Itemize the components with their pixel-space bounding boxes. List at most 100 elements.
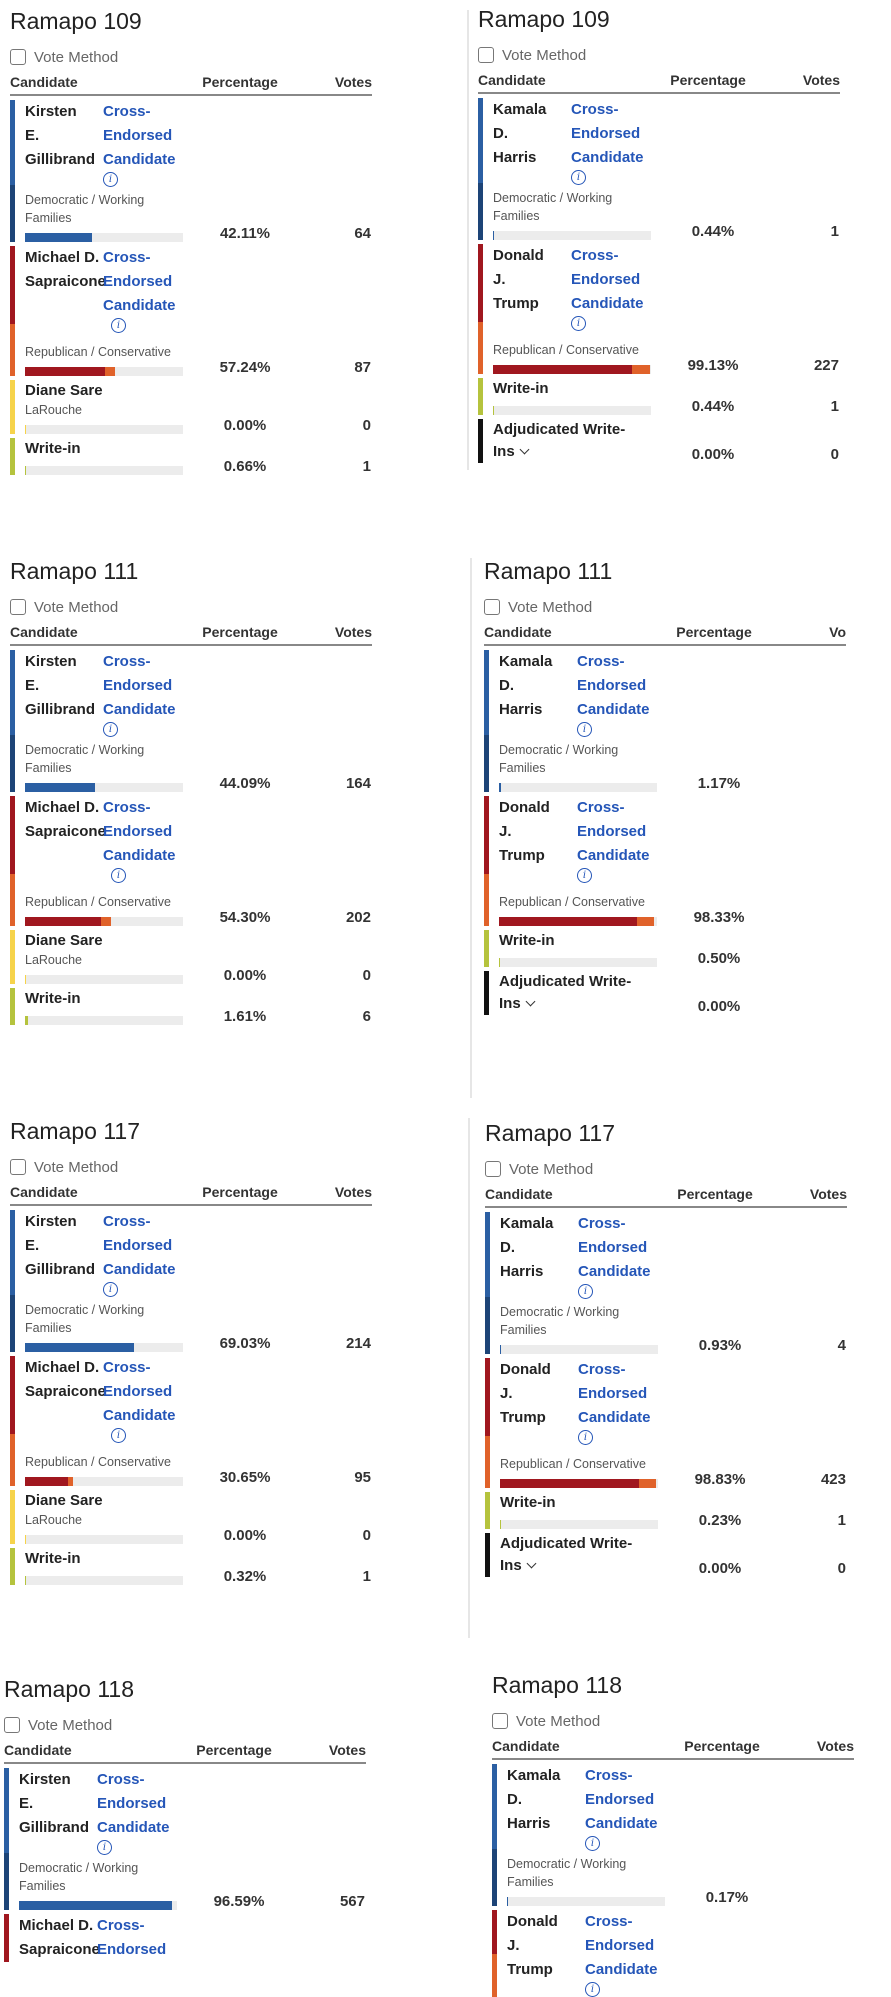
cross-endorsed-link[interactable]: Cross- Endorsed Candidate i xyxy=(578,1358,651,1445)
cross-endorsed-link[interactable]: Cross- Endorsed Candidate i xyxy=(571,244,644,331)
cross-endorsed-link[interactable]: Cross- Endorsed Candidate i xyxy=(103,1210,176,1297)
cross-endorsed-link[interactable]: Cross- Endorsed xyxy=(97,1914,166,1962)
info-icon[interactable]: i xyxy=(111,1428,126,1443)
vote-method-checkbox[interactable] xyxy=(492,1713,508,1729)
cross-endorsed-link[interactable]: Cross- Endorsed Candidate i xyxy=(103,650,176,737)
vote-method-toggle[interactable]: Vote Method xyxy=(10,594,480,620)
votes-value: 227 xyxy=(813,357,839,374)
votes-value: 1 xyxy=(837,1512,846,1529)
cross-endorsed-line: Candidate i xyxy=(103,151,176,187)
vote-method-checkbox[interactable] xyxy=(478,47,494,63)
info-icon[interactable]: i xyxy=(103,172,118,187)
cross-endorsed-line: Candidate i xyxy=(103,701,176,737)
cross-endorsed-link[interactable]: Cross- Endorsed Candidate i xyxy=(97,1768,170,1855)
adjudicated-write-ins-label: Adjudicated Write- xyxy=(500,1535,633,1552)
party-color-stripe xyxy=(10,796,15,926)
candidate-name: Kamala D. Harris xyxy=(507,1764,585,1851)
party-color-stripe xyxy=(478,244,483,374)
vote-method-checkbox[interactable] xyxy=(10,1159,26,1175)
candidate-row: Write-in 1.61% 6 xyxy=(10,988,480,1025)
info-icon[interactable]: i xyxy=(585,1982,600,1997)
table-header: Candidate Percentage Votes xyxy=(485,1186,847,1208)
cross-endorsed-link[interactable]: Cross- Endorsed Candidate i xyxy=(577,650,650,737)
vote-method-toggle[interactable]: Vote Method xyxy=(485,1156,891,1182)
percentage-value: 99.13% xyxy=(687,357,739,374)
info-icon[interactable]: i xyxy=(97,1840,112,1855)
candidate-name-part: Gillibrand xyxy=(25,1261,96,1278)
vote-share-bar xyxy=(499,958,657,967)
candidate-cell: Michael D. Sapraicone Cross- Endorsed Candid… xyxy=(15,796,185,926)
cross-endorsed-link[interactable]: Cross- Endorsed Candidate i xyxy=(571,98,644,185)
cross-endorsed-link[interactable]: Cross- Endorsed Candidate i xyxy=(103,100,176,187)
candidate-name: Diane Sare xyxy=(25,382,103,399)
candidate-cell: Kirsten E. Gillibrand Cross- Endorsed Candida… xyxy=(15,100,185,242)
info-icon[interactable]: i xyxy=(577,868,592,883)
cross-endorsed-link[interactable]: Cross- Endorsed Candidate i xyxy=(577,796,650,883)
adjudicated-write-ins-toggle[interactable]: Ins xyxy=(499,993,659,1015)
stripe-segment xyxy=(492,1764,497,1850)
info-icon[interactable]: i xyxy=(585,1836,600,1851)
votes-value: 1 xyxy=(362,458,371,475)
vote-method-toggle[interactable]: Vote Method xyxy=(10,1154,480,1180)
info-icon[interactable]: i xyxy=(111,318,126,333)
info-icon[interactable]: i xyxy=(571,170,586,185)
chevron-down-icon[interactable] xyxy=(519,444,530,455)
vote-share-fill xyxy=(493,231,494,240)
stripe-segment xyxy=(10,438,15,475)
votes-value: 95 xyxy=(354,1469,371,1486)
vote-method-checkbox[interactable] xyxy=(4,1717,20,1733)
info-icon-wrap: i xyxy=(103,868,176,883)
vote-method-toggle[interactable]: Vote Method xyxy=(10,44,480,70)
info-icon[interactable]: i xyxy=(577,722,592,737)
percentage-value: 0.50% xyxy=(697,950,741,967)
party-color-stripe xyxy=(485,1533,490,1577)
stripe-segment xyxy=(10,1434,15,1486)
column-header-percentage: Percentage xyxy=(202,74,278,90)
info-icon[interactable]: i xyxy=(578,1284,593,1299)
vote-share-fill xyxy=(25,783,95,792)
info-icon[interactable]: i xyxy=(103,722,118,737)
cross-endorsed-link[interactable]: Cross- Endorsed Candidate i xyxy=(585,1910,658,1997)
vote-method-toggle[interactable]: Vote Method xyxy=(484,594,891,620)
adjudicated-write-ins-toggle[interactable]: Ins xyxy=(500,1555,660,1577)
info-icon[interactable]: i xyxy=(103,1282,118,1297)
vote-method-toggle[interactable]: Vote Method xyxy=(492,1708,891,1734)
vote-method-checkbox[interactable] xyxy=(485,1161,501,1177)
vote-method-checkbox[interactable] xyxy=(10,599,26,615)
adjudicated-write-ins-toggle[interactable]: Ins xyxy=(493,441,653,463)
cross-endorsed-link[interactable]: Cross- Endorsed Candidate i xyxy=(103,1356,176,1443)
info-icon[interactable]: i xyxy=(111,868,126,883)
vote-share-bar xyxy=(25,1576,183,1585)
party-label: Families xyxy=(500,1323,547,1337)
cross-endorsed-line: Endorsed xyxy=(103,1237,173,1254)
vote-method-toggle[interactable]: Vote Method xyxy=(4,1712,480,1738)
results-panel-p118: Ramapo 118 Vote Method Candidate Percentage… xyxy=(492,1670,891,1997)
candidate-name-part: Harris xyxy=(499,701,543,718)
vote-method-checkbox[interactable] xyxy=(484,599,500,615)
chevron-down-icon[interactable] xyxy=(526,1558,537,1569)
vote-method-toggle[interactable]: Vote Method xyxy=(478,42,891,68)
candidate-name-part: E. xyxy=(25,127,40,144)
vote-share-bar xyxy=(25,1343,183,1352)
cross-endorsed-link[interactable]: Cross- Endorsed Candidate i xyxy=(585,1764,658,1851)
cross-endorsed-line: Cross- xyxy=(571,101,619,118)
cross-endorsed-line: Endorsed xyxy=(97,1795,167,1812)
vote-share-segment xyxy=(25,1343,135,1352)
vote-share-segment xyxy=(25,975,26,984)
candidate-row: Adjudicated Write- Ins 0.00% 0 xyxy=(478,419,891,463)
vote-method-checkbox[interactable] xyxy=(10,49,26,65)
vote-share-bar xyxy=(500,1479,658,1488)
candidate-name-part: Trump xyxy=(493,295,539,312)
info-icon[interactable]: i xyxy=(578,1430,593,1445)
cross-endorsed-link[interactable]: Cross- Endorsed Candidate i xyxy=(103,796,176,883)
vote-share-fill xyxy=(25,1477,74,1486)
stripe-segment xyxy=(4,1768,9,1854)
info-icon[interactable]: i xyxy=(571,316,586,331)
percentage-value: 30.65% xyxy=(219,1469,271,1486)
cross-endorsed-link[interactable]: Cross- Endorsed Candidate i xyxy=(578,1212,651,1299)
candidate-cell: Diane Sare LaRouche xyxy=(15,1490,185,1544)
candidate-name: Write-in xyxy=(25,990,81,1007)
chevron-down-icon[interactable] xyxy=(525,996,536,1007)
percentage-value: 1.61% xyxy=(223,1008,267,1025)
cross-endorsed-link[interactable]: Cross- Endorsed Candidate i xyxy=(103,246,176,333)
